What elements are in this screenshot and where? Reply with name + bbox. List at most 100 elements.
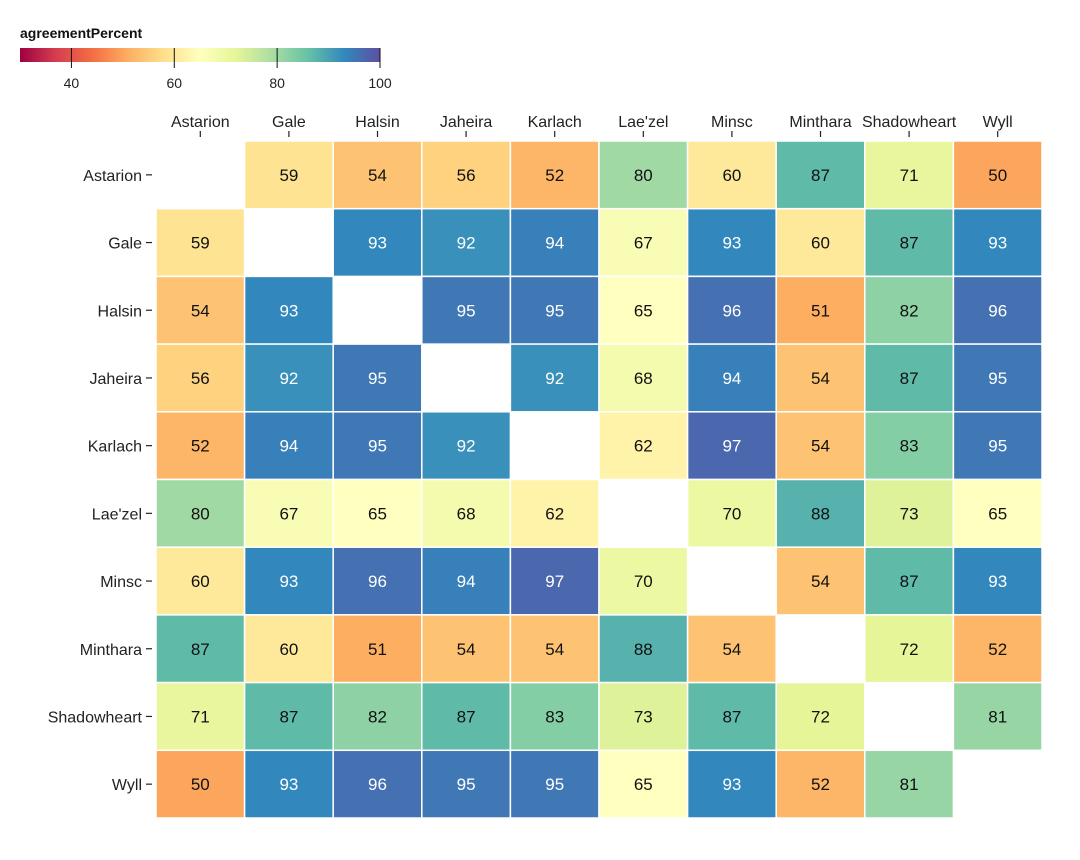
x-axis-label: Jaheira xyxy=(440,114,493,131)
cell-value-label: 68 xyxy=(457,504,476,523)
heatmap-cell xyxy=(775,749,866,819)
heatmap-cell xyxy=(243,749,334,819)
cell-value-label: 81 xyxy=(988,707,1007,726)
cell-value-label: 94 xyxy=(279,437,298,456)
cell-value-label: 92 xyxy=(457,234,476,253)
heatmap-cell xyxy=(243,411,334,481)
cell-value-label: 52 xyxy=(988,640,1007,659)
heatmap-cell xyxy=(952,140,1043,210)
x-axis-label: Minsc xyxy=(711,114,753,131)
heatmap-cell xyxy=(421,614,512,684)
legend-tick-label: 40 xyxy=(64,75,80,91)
cell-value-label: 67 xyxy=(634,234,653,253)
heatmap-cell xyxy=(332,343,423,413)
y-axis-label: Astarion xyxy=(83,168,142,185)
heatmap-cell xyxy=(421,478,512,548)
heatmap-cell xyxy=(775,207,866,278)
cell-value-label: 72 xyxy=(900,640,919,659)
heatmap-cell xyxy=(952,343,1043,413)
heatmap-cell xyxy=(155,207,246,278)
cell-value-label: 62 xyxy=(545,504,564,523)
heatmap-cell xyxy=(243,681,334,752)
cell-value-label: 88 xyxy=(634,640,653,659)
heatmap-cell xyxy=(332,207,423,278)
cell-value-label: 70 xyxy=(722,504,741,523)
cell-value-label: 54 xyxy=(811,437,830,456)
cell-value-label: 65 xyxy=(634,775,653,794)
cell-value-label: 96 xyxy=(368,572,387,591)
x-axis-label: Astarion xyxy=(171,114,230,131)
heatmap-cell xyxy=(332,681,423,752)
cell-value-label: 95 xyxy=(457,301,476,320)
legend-tick-label: 80 xyxy=(269,75,285,91)
heatmap-cell xyxy=(775,478,866,548)
cell-value-label: 65 xyxy=(988,504,1007,523)
heatmap-cell xyxy=(509,207,600,278)
cell-value-label: 54 xyxy=(811,369,830,388)
color-legend: agreementPercent 40 60 80 100 xyxy=(20,25,392,91)
heatmap-cell xyxy=(243,546,334,616)
cell-value-label: 81 xyxy=(900,775,919,794)
heatmap-cell xyxy=(952,614,1043,684)
heatmap-cell xyxy=(864,478,955,548)
cell-value-label: 65 xyxy=(368,504,387,523)
cell-value-label: 97 xyxy=(545,572,564,591)
heatmap-cell xyxy=(155,614,246,684)
cell-value-label: 94 xyxy=(722,369,741,388)
heatmap-cell xyxy=(509,546,600,616)
cell-value-label: 50 xyxy=(191,775,210,794)
cell-value-label: 80 xyxy=(191,504,210,523)
heatmap-cell xyxy=(509,343,600,413)
heatmap-cell xyxy=(332,478,423,548)
cell-value-label: 96 xyxy=(988,301,1007,320)
cell-value-label: 87 xyxy=(722,707,741,726)
cell-value-label: 73 xyxy=(634,707,653,726)
heatmap-cell xyxy=(952,681,1043,752)
cell-value-label: 87 xyxy=(191,640,210,659)
heatmap-cell xyxy=(598,207,689,278)
legend-title: agreementPercent xyxy=(20,25,143,41)
heatmap-cell xyxy=(598,411,689,481)
cell-value-label: 93 xyxy=(279,775,298,794)
cell-value-label: 60 xyxy=(722,166,741,185)
cell-value-label: 54 xyxy=(191,301,210,320)
heatmap-cell xyxy=(952,546,1043,616)
heatmap-cell xyxy=(509,140,600,210)
x-axis: Astarion Gale Halsin Jaheira Karlach Lae'zel M… xyxy=(171,114,1013,137)
x-axis-label: Shadowheart xyxy=(862,114,957,131)
cell-value-label: 72 xyxy=(811,707,830,726)
heatmap-cells: 59 54 56 52 80 60 87 71 50 59 93 92 94 67 93 60 87 93 54 93… xyxy=(155,140,1043,819)
heatmap-cell xyxy=(952,478,1043,548)
heatmap-cell xyxy=(864,749,955,819)
heatmap-cell xyxy=(421,749,512,819)
y-axis-label: Halsin xyxy=(98,303,142,320)
heatmap-cell xyxy=(421,275,512,345)
heatmap-cell xyxy=(686,275,777,345)
cell-value-label: 83 xyxy=(545,707,564,726)
cell-value-label: 60 xyxy=(191,572,210,591)
x-axis-label: Wyll xyxy=(983,114,1013,131)
heatmap-cell xyxy=(509,681,600,752)
heatmap-cell xyxy=(421,207,512,278)
heatmap-cell xyxy=(598,546,689,616)
heatmap-cell xyxy=(509,614,600,684)
cell-value-label: 92 xyxy=(457,437,476,456)
cell-value-label: 70 xyxy=(634,572,653,591)
cell-value-label: 52 xyxy=(545,166,564,185)
heatmap-cell xyxy=(155,546,246,616)
heatmap-cell xyxy=(155,749,246,819)
cell-value-label: 73 xyxy=(900,504,919,523)
heatmap-cell xyxy=(155,275,246,345)
heatmap-cell xyxy=(243,140,334,210)
x-axis-label: Minthara xyxy=(789,114,851,131)
cell-value-label: 62 xyxy=(634,437,653,456)
heatmap-cell xyxy=(864,411,955,481)
cell-value-label: 95 xyxy=(545,775,564,794)
cell-value-label: 93 xyxy=(988,234,1007,253)
y-axis-label: Karlach xyxy=(88,439,142,456)
heatmap-cell xyxy=(509,749,600,819)
y-axis-label: Jaheira xyxy=(90,371,143,388)
cell-value-label: 95 xyxy=(368,437,387,456)
y-axis: Astarion Gale Halsin Jaheira Karlach Lae'zel M… xyxy=(48,168,152,794)
cell-value-label: 65 xyxy=(634,301,653,320)
